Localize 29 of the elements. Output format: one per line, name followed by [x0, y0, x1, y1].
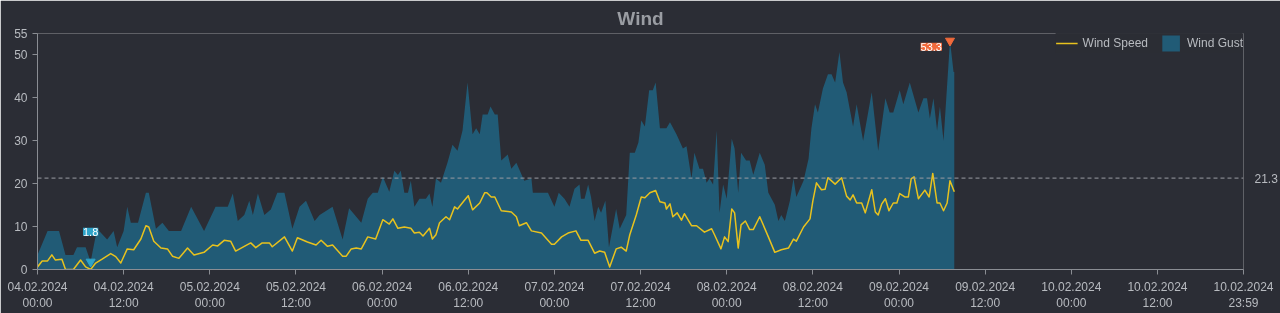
x-tick-label: 06.02.2024 12:00	[438, 279, 499, 311]
x-tick-label: 08.02.2024 00:00	[696, 279, 758, 311]
x-tick-label: 10.02.2024 23:59	[1213, 279, 1274, 311]
y-tick-label: 55	[14, 27, 28, 41]
y-tick-label: 40	[14, 91, 28, 106]
x-tick-label: 05.02.2024 12:00	[265, 279, 327, 311]
y-tick-label: 30	[14, 134, 28, 149]
y-tick-label: 50	[14, 48, 28, 63]
x-tick-label: 04.02.2024 00:00	[7, 279, 68, 311]
x-tick-label: 09.02.2024 00:00	[868, 279, 930, 311]
ref-line-label: 21.3	[1254, 171, 1279, 186]
x-tick-label: 06.02.2024 00:00	[352, 279, 413, 311]
line-series	[37, 172, 956, 270]
x-tick-label: 08.02.2024 12:00	[782, 279, 844, 311]
y-tick-label: 10	[14, 220, 28, 235]
legend-label: Wind Speed	[1082, 36, 1148, 50]
x-tick-label: 05.02.2024 00:00	[179, 279, 241, 311]
y-tick-label: 0	[20, 263, 28, 277]
x-tick-label: 04.02.2024 12:00	[93, 279, 155, 311]
legend-label: Wind Gust	[1186, 36, 1243, 50]
x-tick-label: 09.02.2024 12:00	[955, 279, 1016, 311]
annotation: 53.3	[920, 40, 942, 53]
annotation: 1.8	[82, 225, 99, 238]
x-tick-label: 07.02.2024 00:00	[524, 279, 585, 311]
y-tick-label: 20	[14, 177, 28, 192]
x-tick-label: 07.02.2024 12:00	[610, 279, 671, 311]
x-tick-label: 10.02.2024 00:00	[1041, 279, 1102, 311]
x-tick-label: 10.02.2024 12:00	[1127, 279, 1188, 311]
chart-title: Wind	[617, 7, 664, 29]
